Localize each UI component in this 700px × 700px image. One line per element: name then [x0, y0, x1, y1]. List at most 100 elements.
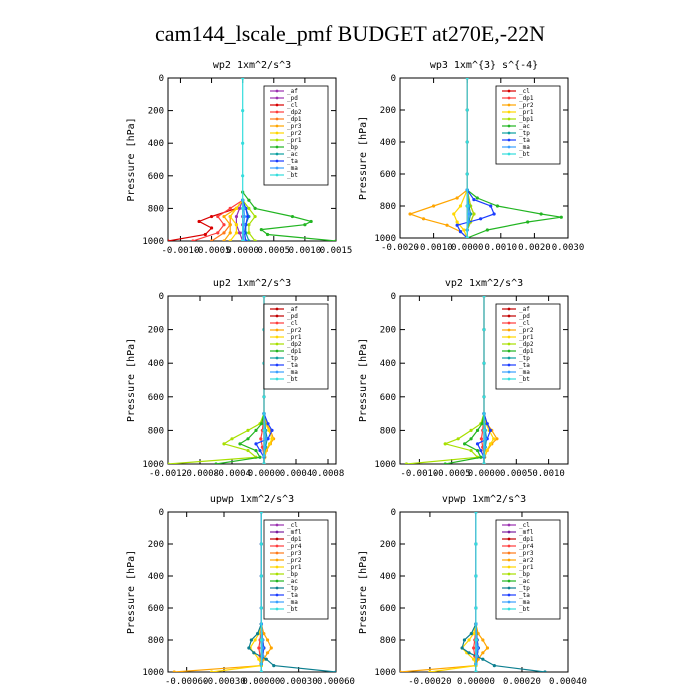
- legend-entry: _cl: [519, 88, 530, 95]
- data-point: [252, 651, 256, 655]
- legend-entry: _af: [519, 306, 530, 313]
- data-point: [234, 214, 239, 219]
- data-point: [482, 462, 486, 464]
- y-tick-label: 600: [380, 604, 396, 614]
- legend-marker: [507, 593, 511, 597]
- data-point: [259, 227, 263, 232]
- x-tick-label: 0.0000: [226, 246, 259, 256]
- data-point: [475, 428, 480, 432]
- data-point: [253, 206, 257, 210]
- data-point: [467, 638, 471, 642]
- data-point: [266, 437, 270, 441]
- series-group: [168, 78, 336, 241]
- legend-entry: _ta: [519, 592, 530, 599]
- y-axis-label: Pressure [hPa]: [126, 550, 137, 634]
- data-point: [479, 437, 484, 441]
- legend-entry: _af: [287, 306, 298, 313]
- legend-entry: _cl: [287, 320, 298, 327]
- legend-entry: _ta: [519, 137, 530, 144]
- legend-marker: [507, 356, 511, 360]
- y-tick-label: 200: [148, 540, 164, 550]
- data-point: [479, 455, 483, 459]
- data-point: [270, 428, 274, 432]
- legend-entry: _ta: [287, 362, 298, 369]
- data-point: [259, 437, 263, 441]
- legend-entry: _ma: [287, 165, 298, 172]
- data-point: [334, 670, 336, 672]
- legend-marker: [275, 565, 279, 569]
- data-point: [443, 462, 447, 464]
- data-point: [460, 646, 464, 650]
- legend-marker: [507, 314, 511, 318]
- data-point: [228, 214, 232, 219]
- series-group: [404, 296, 499, 464]
- data-point: [458, 204, 463, 208]
- data-point: [228, 239, 232, 241]
- legend-marker: [275, 173, 279, 177]
- y-tick-label: 0: [159, 74, 164, 84]
- data-point: [241, 78, 245, 80]
- legend-marker: [275, 530, 279, 534]
- legend-marker: [275, 572, 279, 576]
- legend-marker: [275, 166, 279, 170]
- legend-marker: [507, 103, 511, 107]
- y-tick-label: 400: [380, 572, 396, 582]
- data-point: [222, 214, 226, 219]
- x-tick-label: -0.0008: [181, 469, 219, 479]
- data-point: [476, 657, 480, 661]
- legend-marker: [275, 96, 279, 100]
- data-point: [472, 646, 476, 650]
- data-point: [492, 437, 496, 441]
- data-point: [214, 462, 218, 464]
- legend-entry: _pr1: [287, 137, 302, 144]
- legend-marker: [275, 356, 279, 360]
- data-point: [228, 223, 232, 227]
- x-tick-label: -0.0010: [400, 469, 438, 479]
- data-point: [465, 236, 469, 238]
- legend-entry: _tp: [519, 585, 530, 592]
- data-point: [265, 232, 270, 237]
- y-tick-label: 1000: [374, 668, 396, 678]
- data-point: [475, 442, 480, 446]
- y-tick-label: 800: [148, 204, 164, 214]
- legend-marker: [507, 370, 511, 374]
- series-line-pr1: [429, 623, 477, 672]
- x-tick-label: 0.0000: [468, 469, 501, 479]
- data-point: [247, 239, 251, 241]
- series-line-dp2: [168, 413, 265, 464]
- x-tick-label: -0.0005: [433, 469, 471, 479]
- legend-entry: _pr1: [287, 564, 302, 571]
- data-point: [539, 212, 543, 216]
- data-point: [303, 223, 307, 227]
- data-point: [400, 670, 402, 672]
- y-tick-label: 0: [159, 292, 164, 302]
- legend-marker: [507, 600, 511, 604]
- y-tick-label: 400: [148, 572, 164, 582]
- data-point: [481, 638, 485, 642]
- data-point: [526, 220, 530, 224]
- legend-marker: [275, 551, 279, 555]
- y-tick-label: 800: [380, 202, 396, 212]
- legend-entry: _pr3: [287, 550, 302, 557]
- panel-1: wp2 1xm^2/s^3 0 200 400 600 800 1000-0.0010-0.…: [126, 60, 352, 256]
- data-point: [259, 542, 263, 546]
- y-axis-label: Pressure [hPa]: [358, 116, 369, 200]
- legend-marker: [275, 335, 279, 339]
- y-tick-label: 200: [148, 326, 164, 336]
- data-point: [254, 448, 258, 453]
- legend-entry: _pr1: [519, 564, 534, 571]
- legend-marker: [275, 159, 279, 163]
- data-point: [443, 442, 447, 446]
- legend-marker: [507, 558, 511, 562]
- series-group: [400, 512, 547, 672]
- legend-entry: _pr2: [287, 130, 302, 137]
- legend-entry: _bt: [287, 606, 298, 613]
- legend-marker: [507, 321, 511, 325]
- data-point: [168, 462, 170, 464]
- data-point: [230, 437, 234, 441]
- x-tick-label: 0.0010: [289, 246, 322, 256]
- data-point: [474, 670, 478, 672]
- legend-entry: _dp1: [519, 95, 534, 102]
- legend-entry: _dp1: [287, 536, 302, 543]
- x-tick-label: 0.0000: [248, 469, 281, 479]
